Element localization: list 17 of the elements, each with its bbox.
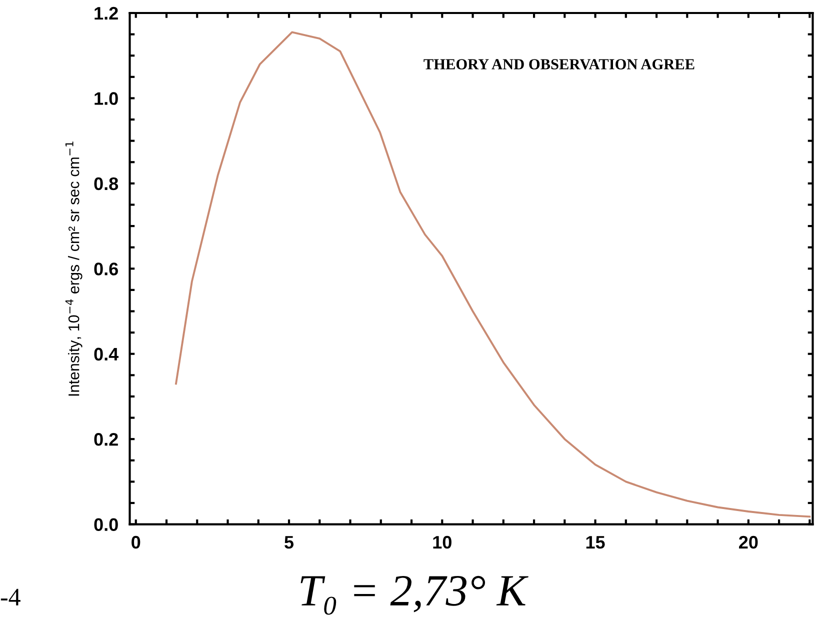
y-tick-label: 1.0	[94, 92, 118, 105]
text: -4	[0, 588, 20, 606]
y-tick-label: 0.2	[94, 433, 118, 446]
y-tick-label: 1.2	[94, 6, 118, 20]
line-series	[175, 31, 811, 518]
x-tick-label: 0	[132, 536, 140, 549]
x-tick-label: 5	[284, 536, 294, 549]
y-tick-label: 0.6	[94, 262, 118, 276]
y-tick-label: 0.8	[94, 177, 118, 190]
annotation: THEORY AND OBSERVATION AGREE	[424, 59, 694, 70]
y-axis-title: Intensity, 10$^{−4}$ ergs / cm² sr sec cm$^{−1}$	[65, 142, 82, 396]
text: T₀ = 2,73° K	[300, 576, 528, 615]
x-tick-label: 15	[586, 536, 605, 549]
x-tick-label: 20	[739, 536, 758, 549]
y-tick-label: 0.0	[94, 518, 118, 532]
x-tick-label: 10	[433, 536, 452, 549]
y-tick-label: 0.4	[94, 348, 119, 361]
